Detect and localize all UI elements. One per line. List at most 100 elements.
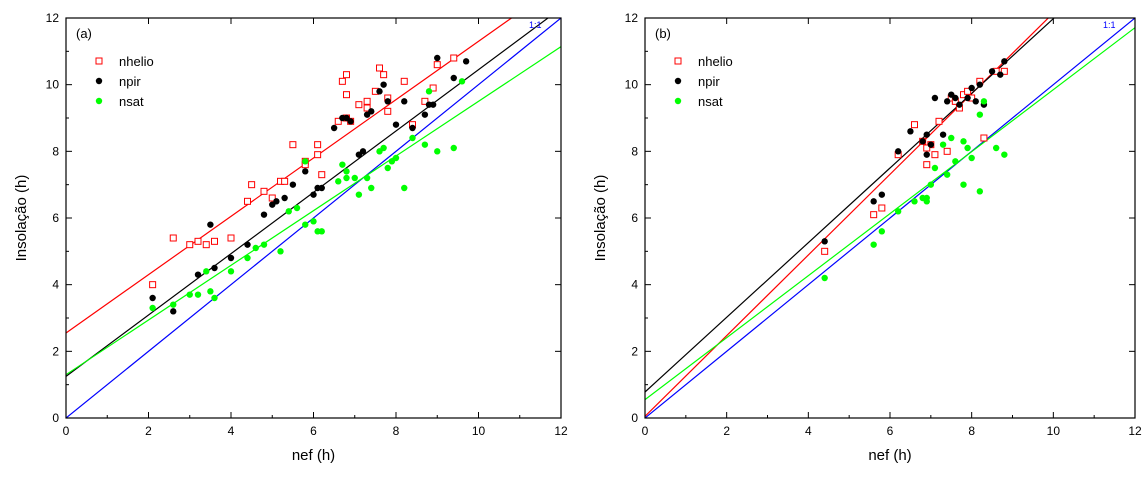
data-point-nhelio <box>314 141 322 149</box>
y-tick-label: 8 <box>631 144 638 158</box>
y-tick-label: 12 <box>46 11 60 25</box>
x-tick-label: 2 <box>723 424 730 438</box>
data-point-npir <box>244 241 251 248</box>
y-tick-label: 4 <box>52 278 59 292</box>
data-point-nsat <box>384 164 391 172</box>
x-tick-label: 0 <box>63 424 70 438</box>
data-point-nsat <box>409 134 416 142</box>
series-npir <box>149 54 470 315</box>
y-tick-label: 10 <box>46 78 60 92</box>
data-point-npir <box>931 94 939 102</box>
data-point-nsat <box>244 254 251 262</box>
x-tick-label: 10 <box>472 424 486 438</box>
data-point-nsat <box>380 144 387 152</box>
data-point-npir <box>227 254 235 262</box>
data-point-npir <box>392 121 400 128</box>
data-point-nhelio <box>248 181 256 189</box>
data-point-nhelio <box>343 71 350 79</box>
data-point-npir <box>149 294 156 302</box>
plot-frame <box>65 17 562 419</box>
data-point-nhelio <box>260 187 268 195</box>
chart-panel-b: 0 2 4 6 8 10 12 0 2 4 6 8 10 12 nef (h) Insolação (h) (b… <box>592 11 1142 464</box>
data-point-npir <box>907 128 914 135</box>
data-point-nsat <box>960 138 967 145</box>
x-tick-label: 4 <box>805 424 812 438</box>
fit-line-nsat <box>645 27 1135 401</box>
data-point-nsat <box>277 248 284 255</box>
data-point-nhelio <box>338 77 346 85</box>
data-point-nhelio <box>380 71 388 79</box>
data-point-nsat <box>363 174 371 182</box>
data-point-nhelio <box>980 134 988 142</box>
data-point-nhelio <box>923 144 931 152</box>
data-point-npir <box>964 94 971 102</box>
data-point-npir <box>923 131 930 138</box>
data-point-nsat <box>964 144 971 152</box>
data-point-npir <box>170 308 177 315</box>
data-point-npir <box>376 88 383 95</box>
data-point-npir <box>434 54 441 62</box>
y-tick-label: 12 <box>625 11 639 25</box>
data-point-nsat <box>968 154 975 162</box>
data-point-nsat <box>368 184 375 192</box>
data-point-nsat <box>878 228 886 235</box>
data-point-nhelio <box>400 77 408 85</box>
data-point-npir <box>927 141 935 148</box>
data-point-nsat <box>401 184 408 192</box>
data-point-npir <box>211 264 218 272</box>
data-point-nhelio <box>202 241 210 249</box>
legend-marker-nsat <box>95 97 103 105</box>
data-point-npir <box>956 101 963 108</box>
data-point-nsat <box>931 164 939 172</box>
data-point-npir <box>1001 58 1008 65</box>
legend: nhelio npir nsat <box>95 54 154 109</box>
data-point-nhelio <box>363 104 371 112</box>
data-point-nhelio <box>429 84 437 92</box>
y-axis-title: Insolação (h) <box>592 175 609 262</box>
data-point-nhelio <box>211 237 218 245</box>
panel-label: (b) <box>655 26 671 41</box>
data-point-nsat <box>911 198 918 205</box>
data-point-nsat <box>1001 151 1008 158</box>
data-point-nsat <box>421 141 429 148</box>
data-point-npir <box>318 184 325 192</box>
data-point-nhelio <box>433 61 441 69</box>
x-tick-label: 12 <box>1128 424 1142 438</box>
data-point-nsat <box>923 194 930 202</box>
data-point-nhelio <box>870 211 878 219</box>
data-point-npir <box>260 211 268 218</box>
data-point-npir <box>368 108 375 115</box>
data-point-nsat <box>149 304 156 312</box>
data-point-npir <box>939 131 947 138</box>
series-nhelio <box>821 67 1008 255</box>
legend-label-nhelio: nhelio <box>119 54 154 69</box>
x-tick-label: 8 <box>393 424 400 438</box>
data-point-npir <box>380 81 387 88</box>
data-point-nhelio <box>169 234 177 242</box>
data-point-npir <box>384 98 391 105</box>
fit-lines <box>645 18 1135 418</box>
fit-line-nsat <box>66 46 561 376</box>
data-point-npir <box>330 124 338 132</box>
data-point-npir <box>923 151 930 158</box>
legend-marker-npir <box>95 77 103 85</box>
data-point-npir <box>462 58 470 65</box>
data-point-npir <box>450 74 457 82</box>
legend-label-npir: npir <box>698 74 720 89</box>
data-point-nhelio <box>318 171 326 179</box>
data-point-nsat <box>203 268 210 275</box>
legend-marker-nhelio <box>95 57 103 65</box>
data-point-nsat <box>939 141 947 148</box>
y-tick-label: 2 <box>631 344 638 358</box>
data-point-nsat <box>310 218 317 225</box>
data-point-nhelio <box>821 247 829 255</box>
data-point-npir <box>968 84 975 92</box>
data-point-npir <box>289 181 297 188</box>
data-point-nsat <box>318 228 325 235</box>
data-point-nsat <box>392 154 400 162</box>
y-tick-label: 4 <box>631 278 638 292</box>
data-point-nhelio <box>1000 67 1008 75</box>
data-point-npir <box>988 68 996 75</box>
data-point-nhelio <box>384 107 392 115</box>
data-point-nhelio <box>923 161 931 169</box>
